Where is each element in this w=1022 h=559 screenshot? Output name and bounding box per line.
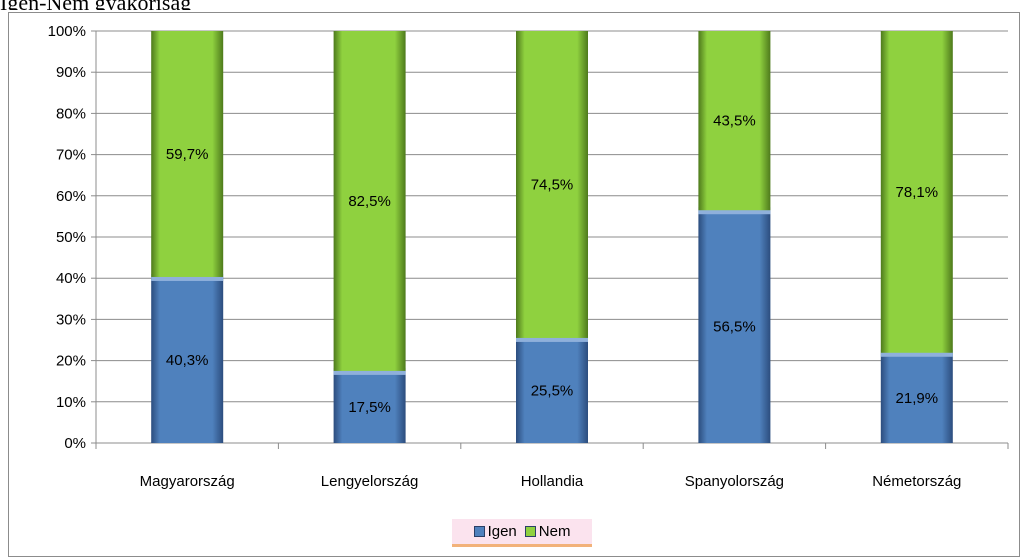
- data-label: 40,3%: [166, 352, 209, 369]
- legend-item-nem: Nem: [524, 523, 571, 540]
- bar-igen-0: [151, 276, 224, 443]
- y-tick-label: 20%: [56, 353, 86, 370]
- bar-nem-4: [880, 31, 953, 353]
- data-label: 17,5%: [348, 399, 391, 416]
- data-labels: 40,3% 59,7% 17,5% 82,5% 25,5% 74,5% 56,5% 43,5%…: [166, 113, 938, 416]
- bar-nem-3: [698, 31, 771, 211]
- x-tick-label: Németország: [872, 473, 961, 490]
- x-tick-label: Magyarország: [140, 473, 235, 490]
- axes: 0% 10% 20% 30% 40% 50% 60% 70% 80% 90% 100% Magyaro…: [48, 23, 1009, 490]
- bar-cap: [698, 207, 771, 215]
- data-label: 82,5%: [348, 193, 391, 210]
- data-label: 25,5%: [531, 382, 574, 399]
- y-tick-label: 70%: [56, 147, 86, 164]
- y-tick-label: 50%: [56, 229, 86, 246]
- x-tick-label: Lengyelország: [321, 473, 419, 490]
- header-text: Igen-Nem gyakoriság: [0, 0, 1022, 10]
- bar-nem-0: [151, 31, 224, 277]
- legend-swatch-igen: [473, 526, 485, 537]
- x-tick-label: Hollandia: [521, 473, 584, 490]
- bar-nem-1: [333, 31, 406, 371]
- bar-igen-4: [880, 352, 953, 443]
- bar-nem-2: [516, 31, 588, 338]
- bar-cap: [880, 349, 953, 357]
- data-label: 43,5%: [713, 113, 756, 130]
- y-tick-label: 0%: [64, 435, 86, 452]
- y-tick-label: 40%: [56, 270, 86, 287]
- bar-cap: [151, 273, 224, 281]
- data-label: 21,9%: [896, 390, 939, 407]
- data-label: 59,7%: [166, 146, 209, 163]
- y-tick-label: 30%: [56, 311, 86, 328]
- data-label: 56,5%: [713, 319, 756, 336]
- y-tick-label: 100%: [48, 23, 86, 40]
- legend-item-igen: Igen: [473, 523, 517, 540]
- x-tick-label: Spanyolország: [685, 473, 784, 490]
- legend-label-igen: Igen: [487, 523, 517, 540]
- legend-label-nem: Nem: [538, 523, 571, 540]
- bar-igen-1: [333, 370, 406, 443]
- bar-igen-2: [516, 337, 588, 443]
- legend: Igen Nem: [452, 519, 592, 547]
- y-tick-label: 90%: [56, 64, 86, 81]
- y-tick-label: 10%: [56, 394, 86, 411]
- data-label: 78,1%: [896, 184, 939, 201]
- legend-swatch-nem: [524, 526, 536, 537]
- y-tick-label: 60%: [56, 188, 86, 205]
- bar-cap: [333, 367, 406, 375]
- data-label: 74,5%: [531, 176, 574, 193]
- bar-igen-3: [698, 210, 771, 443]
- bars: [151, 31, 953, 443]
- bar-cap: [516, 334, 588, 342]
- y-tick-label: 80%: [56, 105, 86, 122]
